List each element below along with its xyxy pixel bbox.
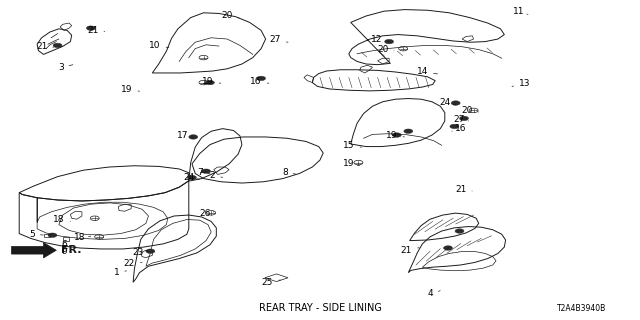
Text: 11: 11 [513, 7, 528, 16]
Text: 21: 21 [401, 246, 419, 255]
Text: 20: 20 [461, 106, 479, 115]
Text: 6: 6 [61, 240, 72, 249]
Circle shape [48, 233, 57, 237]
Text: 15: 15 [343, 141, 362, 150]
Text: 20: 20 [221, 12, 239, 20]
Circle shape [444, 246, 452, 250]
Circle shape [451, 101, 460, 105]
Text: 21: 21 [87, 26, 105, 35]
Text: 21: 21 [36, 42, 54, 51]
Circle shape [257, 76, 266, 81]
Polygon shape [12, 243, 56, 258]
Text: 24: 24 [183, 173, 200, 182]
Text: FR.: FR. [61, 245, 81, 255]
Text: 17: 17 [177, 131, 193, 140]
Text: 14: 14 [417, 68, 438, 76]
Text: 4: 4 [428, 289, 440, 298]
Circle shape [385, 39, 394, 44]
Text: 1: 1 [114, 268, 127, 277]
Text: 21: 21 [455, 185, 472, 194]
Text: 12: 12 [371, 35, 389, 44]
Circle shape [392, 133, 401, 137]
Text: 13: 13 [512, 79, 531, 88]
Text: 16: 16 [452, 124, 467, 133]
Circle shape [146, 249, 155, 253]
Text: 19: 19 [343, 159, 360, 168]
Text: 18: 18 [53, 215, 70, 224]
Circle shape [404, 129, 413, 133]
Text: 20: 20 [377, 45, 394, 54]
Circle shape [450, 124, 459, 129]
Text: 2: 2 [210, 172, 223, 180]
Text: 25: 25 [262, 278, 280, 287]
Text: 27: 27 [269, 36, 288, 44]
Circle shape [53, 43, 62, 48]
Text: T2A4B3940B: T2A4B3940B [557, 304, 606, 313]
Text: 10: 10 [149, 41, 169, 50]
Circle shape [188, 175, 196, 180]
Text: 19: 19 [202, 77, 221, 86]
Text: 19: 19 [121, 85, 140, 94]
Circle shape [460, 116, 468, 121]
Circle shape [205, 80, 214, 85]
Text: 26: 26 [199, 209, 214, 218]
Text: 9: 9 [61, 247, 72, 256]
Text: 7: 7 [197, 168, 210, 177]
Text: 18: 18 [74, 233, 91, 242]
Text: 5: 5 [29, 230, 44, 239]
Text: 19: 19 [386, 131, 404, 140]
Circle shape [455, 229, 464, 233]
Text: 23: 23 [132, 248, 148, 257]
Circle shape [86, 26, 95, 30]
Circle shape [202, 169, 211, 173]
Text: 27: 27 [454, 115, 468, 124]
Text: 16: 16 [250, 77, 269, 86]
Text: 24: 24 [439, 98, 456, 107]
Circle shape [189, 135, 198, 139]
Text: 22: 22 [124, 260, 142, 268]
Text: REAR TRAY - SIDE LINING: REAR TRAY - SIDE LINING [259, 303, 381, 313]
Text: 3: 3 [58, 63, 73, 72]
Text: 8: 8 [282, 168, 296, 177]
